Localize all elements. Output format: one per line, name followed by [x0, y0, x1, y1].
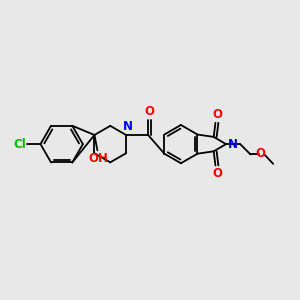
- Text: N: N: [122, 120, 133, 133]
- Text: Cl: Cl: [13, 138, 26, 151]
- Text: N: N: [228, 138, 238, 151]
- Text: O: O: [256, 147, 266, 160]
- Text: OH: OH: [88, 152, 108, 165]
- Text: O: O: [212, 167, 222, 180]
- Text: O: O: [144, 105, 154, 118]
- Text: O: O: [212, 108, 222, 121]
